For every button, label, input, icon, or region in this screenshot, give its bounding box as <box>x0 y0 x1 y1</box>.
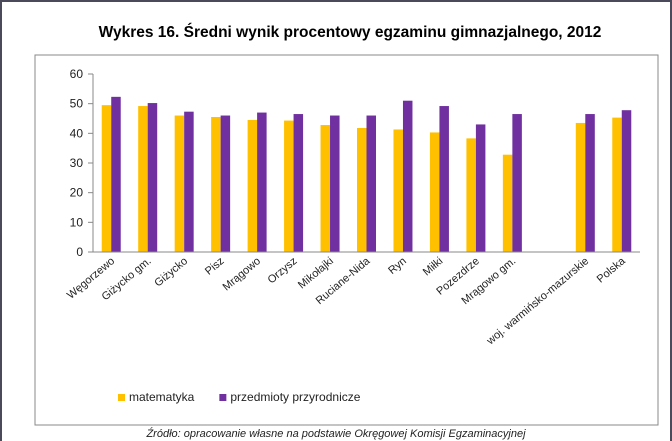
source-note: Źródło: opracowanie własne na podstawie … <box>145 427 526 440</box>
bar <box>320 125 331 252</box>
chart-title: Wykres 16. Średni wynik procentowy egzam… <box>99 23 602 41</box>
bar <box>621 110 632 253</box>
y-tick-label: 30 <box>70 156 84 170</box>
bar <box>293 114 304 252</box>
y-tick-label: 40 <box>70 126 84 140</box>
chart-frame <box>34 54 659 426</box>
y-tick-label: 50 <box>70 97 84 111</box>
legend-label: matematyka <box>129 390 195 404</box>
bar <box>612 117 622 252</box>
bar <box>357 127 367 252</box>
bar <box>393 129 403 252</box>
bar <box>466 138 476 252</box>
legend-swatch <box>219 394 227 401</box>
bar <box>284 120 294 253</box>
bar <box>439 106 449 252</box>
bar <box>585 114 595 252</box>
bar <box>174 115 185 253</box>
y-tick-label: 60 <box>70 67 84 81</box>
bar <box>512 114 522 252</box>
bar <box>366 115 376 253</box>
bar <box>475 124 486 252</box>
legend-swatch <box>118 394 125 401</box>
bar <box>184 111 194 252</box>
bar <box>211 117 221 253</box>
bar <box>138 106 148 252</box>
bar <box>220 115 231 253</box>
bar <box>402 100 413 252</box>
bar <box>111 96 121 253</box>
bar <box>330 115 340 253</box>
bar <box>147 103 158 252</box>
y-tick-label: 0 <box>76 245 83 259</box>
bar <box>429 132 440 252</box>
bar <box>502 154 513 252</box>
legend-label: przedmioty przyrodnicze <box>230 390 360 404</box>
bar <box>575 122 586 252</box>
bar <box>257 112 267 252</box>
y-tick-label: 10 <box>70 215 84 229</box>
bar <box>101 105 112 253</box>
y-tick-label: 20 <box>70 186 84 200</box>
bar <box>247 119 258 252</box>
